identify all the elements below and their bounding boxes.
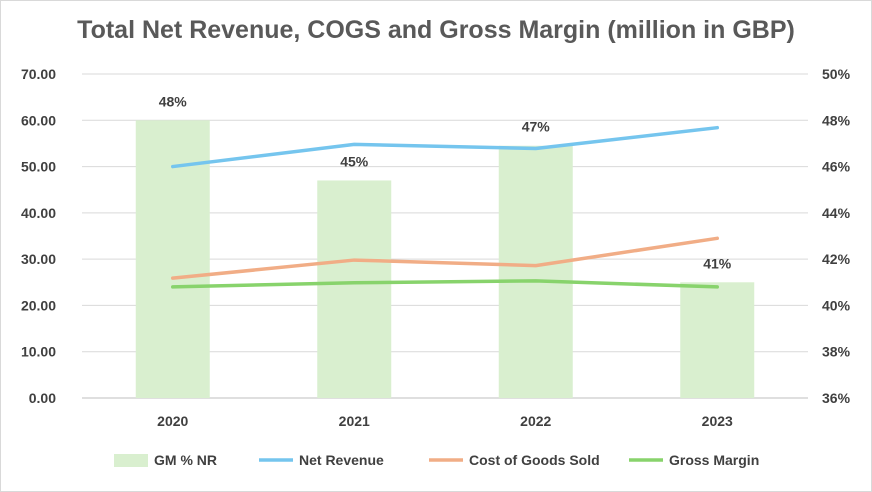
- y-right-tick-label: 48%: [822, 112, 851, 128]
- y-left-tick-label: 50.00: [21, 159, 56, 175]
- y-right-tick-label: 46%: [822, 159, 851, 175]
- y-left-tick-label: 0.00: [29, 390, 56, 406]
- line-series: [171, 125, 719, 289]
- bar-data-label: 41%: [703, 255, 732, 271]
- y-right-tick-label: 40%: [822, 297, 851, 313]
- y-left-tick-label: 40.00: [21, 205, 56, 221]
- y-left-tick-label: 10.00: [21, 344, 56, 360]
- bar: [498, 145, 573, 398]
- bar: [680, 282, 755, 398]
- y-right-tick-label: 42%: [822, 251, 851, 267]
- series-line: [171, 279, 719, 289]
- x-tick-label: 2022: [520, 413, 551, 429]
- y-right-tick-label: 44%: [822, 205, 851, 221]
- y-left-tick-label: 20.00: [21, 297, 56, 313]
- bar-data-label: 47%: [522, 119, 551, 135]
- legend-label: Gross Margin: [669, 452, 759, 468]
- x-tick-label: 2020: [157, 413, 188, 429]
- y-left-tick-label: 30.00: [21, 251, 56, 267]
- y-left-tick-label: 70.00: [21, 66, 56, 82]
- y-right-tick-label: 50%: [822, 66, 851, 82]
- data-labels: 48% 45% 47% 41%: [159, 93, 732, 271]
- bar-data-label: 45%: [340, 153, 369, 169]
- legend-swatch: [114, 454, 148, 467]
- axes: 0.00 10.00 20.00 30.00 40.00 50.00 60.00 70.00 3…: [21, 66, 851, 429]
- y-left-tick-label: 60.00: [21, 112, 56, 128]
- y-right-tick-label: 36%: [822, 390, 851, 406]
- x-tick-label: 2021: [339, 413, 370, 429]
- chart-title: Total Net Revenue, COGS and Gross Margin…: [77, 16, 795, 44]
- legend-label: Net Revenue: [299, 452, 384, 468]
- bar-data-label: 48%: [159, 93, 188, 109]
- series-line: [171, 125, 719, 169]
- legend-label: Cost of Goods Sold: [469, 452, 600, 468]
- y-right-tick-label: 38%: [822, 344, 851, 360]
- bar: [317, 180, 392, 398]
- legend-label: GM % NR: [154, 452, 217, 468]
- series-line: [171, 236, 719, 280]
- legend: GM % NR Net Revenue Cost of Goods Sold Gros…: [114, 452, 759, 468]
- x-tick-label: 2023: [702, 413, 733, 429]
